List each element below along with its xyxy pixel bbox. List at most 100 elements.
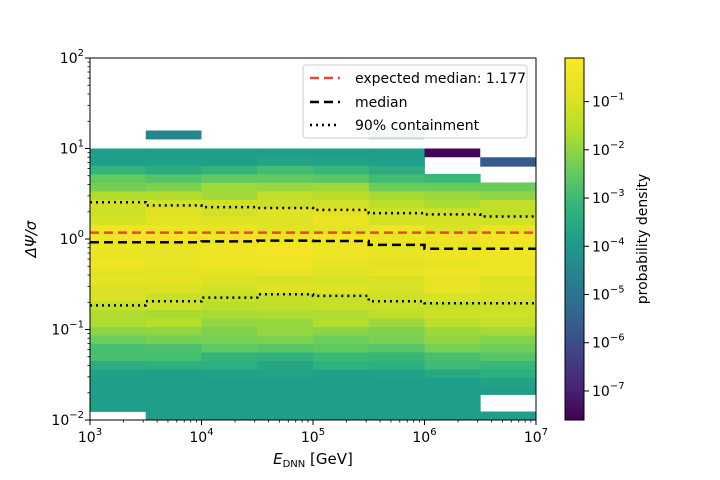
heatmap-cell	[90, 326, 147, 336]
heatmap-cell	[480, 360, 536, 370]
heatmap-cell	[257, 267, 314, 277]
heatmap-cell	[257, 165, 314, 175]
colorbar-tick-label: 10−7	[592, 381, 625, 400]
heatmap-cell	[424, 216, 481, 226]
heatmap-cell	[424, 292, 481, 302]
heatmap-cell	[368, 309, 425, 319]
legend-label-median: median	[355, 95, 407, 111]
heatmap-cell	[145, 190, 202, 200]
heatmap-cell	[368, 369, 425, 378]
colorbar-tick-label: 10−4	[592, 236, 625, 255]
heatmap-cell	[257, 233, 314, 243]
heatmap-cell	[313, 165, 370, 175]
heatmap-cell	[257, 369, 314, 378]
heatmap-cell	[424, 411, 481, 420]
heatmap-cell	[145, 199, 202, 209]
heatmap-cell	[90, 352, 147, 362]
heatmap-cell	[368, 207, 425, 217]
heatmap-cell	[201, 199, 258, 209]
heatmap-cell	[257, 173, 314, 183]
heatmap-cell	[90, 207, 147, 217]
heatmap-cell	[145, 284, 202, 294]
heatmap-cell	[480, 199, 536, 209]
heatmap-cell	[424, 309, 481, 319]
heatmap-cell	[145, 233, 202, 243]
heatmap-cell	[424, 377, 481, 387]
heatmap-cell	[201, 403, 258, 412]
heatmap-cell	[145, 250, 202, 260]
heatmap-cell	[313, 369, 370, 378]
heatmap-cell	[257, 258, 314, 268]
heatmap-cell	[145, 148, 202, 158]
heatmap-cell	[90, 199, 147, 209]
y-tick-label: 102	[60, 48, 84, 67]
y-tick-label: 10−1	[51, 320, 84, 339]
heatmap-cell	[368, 360, 425, 370]
heatmap-cell	[313, 343, 370, 353]
heatmap-cell	[145, 182, 202, 192]
heatmap-cell	[90, 258, 147, 268]
heatmap-cell	[424, 199, 481, 209]
heatmap-cell	[424, 360, 481, 370]
heatmap-cell	[313, 309, 370, 319]
legend-label-expected-median: expected median: 1.177	[355, 71, 526, 87]
heatmap-cell	[368, 258, 425, 268]
heatmap-cell	[424, 369, 481, 378]
heatmap-cell	[368, 216, 425, 226]
heatmap-cell	[313, 275, 370, 285]
heatmap-cell	[257, 309, 314, 319]
heatmap-cell	[257, 190, 314, 200]
heatmap-cell	[145, 377, 202, 387]
colorbar-tick-label: 10−1	[592, 92, 625, 111]
heatmap-cell	[480, 301, 536, 311]
heatmap-cell	[145, 224, 202, 234]
heatmap-cell	[368, 284, 425, 294]
heatmap-cell	[90, 360, 147, 370]
heatmap-cell	[201, 377, 258, 387]
heatmap-cell	[257, 241, 314, 251]
heatmap-cell	[90, 190, 147, 200]
heatmap-outlier-cell	[480, 157, 536, 167]
heatmap-cell	[424, 207, 481, 217]
heatmap-cell	[145, 156, 202, 166]
heatmap-cell	[201, 335, 258, 345]
heatmap-cell	[257, 343, 314, 353]
heatmap-cell	[145, 335, 202, 345]
series-90-containment-upper	[90, 200, 536, 218]
heatmap-cells	[90, 130, 536, 420]
heatmap-cell	[368, 182, 425, 192]
heatmap-cell	[424, 343, 481, 353]
heatmap-cell	[257, 216, 314, 226]
heatmap-cell	[424, 258, 481, 268]
heatmap-cell	[90, 377, 147, 387]
heatmap-cell	[90, 369, 147, 378]
heatmap-cell	[90, 224, 147, 234]
heatmap-cell	[201, 301, 258, 311]
heatmap-cell	[313, 301, 370, 311]
heatmap-cell	[313, 335, 370, 345]
heatmap-cell	[424, 275, 481, 285]
legend: expected median: 1.177 median 90% contai…	[302, 64, 528, 139]
heatmap-cell	[368, 343, 425, 353]
heatmap-cell	[480, 411, 536, 420]
heatmap-cell	[313, 267, 370, 277]
heatmap-cell	[368, 292, 425, 302]
heatmap-cell	[90, 309, 147, 319]
heatmap-cell	[480, 190, 536, 200]
heatmap-cell	[480, 335, 536, 345]
heatmap-cell	[201, 343, 258, 353]
heatmap-cell	[145, 386, 202, 395]
heatmap-cell	[90, 386, 147, 395]
heatmap-cell	[368, 275, 425, 285]
colorbar-tick-label: 10−5	[592, 284, 625, 303]
heatmap-cell	[368, 224, 425, 234]
heatmap-cell	[313, 403, 370, 412]
heatmap-cell	[201, 267, 258, 277]
heatmap-cell	[313, 360, 370, 370]
heatmap-cell	[368, 267, 425, 277]
heatmap-cell	[424, 301, 481, 311]
colorbar-tick-label: 10−6	[592, 333, 625, 352]
heatmap-cell	[424, 335, 481, 345]
x-tick-label: 105	[301, 427, 325, 446]
